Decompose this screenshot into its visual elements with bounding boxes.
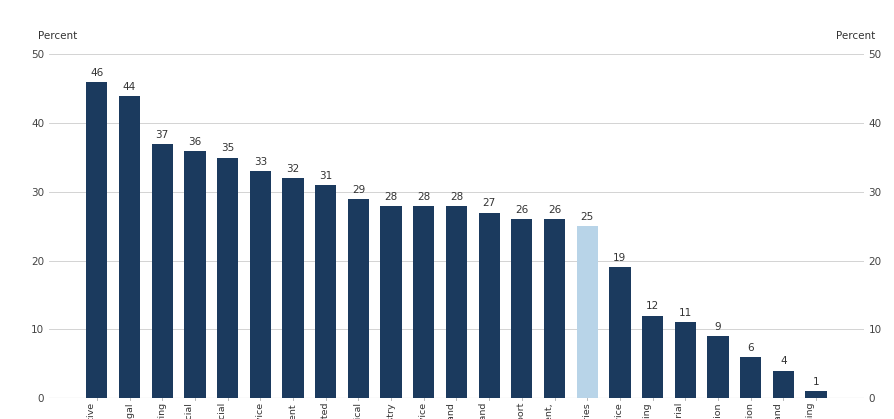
Text: 4: 4	[780, 357, 786, 367]
Text: 25: 25	[580, 212, 593, 222]
Bar	[283, 178, 303, 398]
Bar	[315, 185, 336, 398]
Text: 28: 28	[384, 191, 397, 202]
Bar	[249, 171, 271, 398]
Text: Percent: Percent	[38, 31, 77, 41]
Text: 27: 27	[482, 198, 495, 208]
Bar	[805, 391, 826, 398]
Text: 9: 9	[713, 322, 721, 332]
Text: 37: 37	[156, 129, 169, 140]
Bar	[348, 199, 368, 398]
Text: 19: 19	[612, 253, 626, 264]
Bar	[544, 220, 564, 398]
Text: 31: 31	[319, 171, 332, 181]
Bar	[609, 267, 629, 398]
Bar	[739, 357, 761, 398]
Bar	[119, 96, 140, 398]
Text: 11: 11	[678, 308, 691, 318]
Text: Percent: Percent	[835, 31, 874, 41]
Bar	[380, 206, 401, 398]
Bar	[184, 151, 206, 398]
Bar	[772, 370, 793, 398]
Bar	[674, 323, 696, 398]
Bar	[641, 316, 662, 398]
Bar	[576, 226, 597, 398]
Text: 1: 1	[812, 377, 818, 387]
Text: 36: 36	[188, 137, 201, 147]
Bar	[151, 144, 173, 398]
Text: 26: 26	[515, 205, 527, 215]
Bar	[86, 82, 107, 398]
Bar	[510, 220, 532, 398]
Text: 46: 46	[90, 68, 104, 78]
Text: Share of Industry Employment Exposed to Automation by AI: US: Share of Industry Employment Exposed to …	[207, 8, 687, 21]
Text: 28: 28	[450, 191, 462, 202]
Bar	[445, 206, 467, 398]
Text: 44: 44	[122, 82, 136, 92]
Text: 33: 33	[253, 157, 266, 167]
Text: 35: 35	[221, 143, 234, 153]
Text: 26: 26	[547, 205, 561, 215]
Bar	[706, 336, 728, 398]
Text: 6: 6	[746, 343, 753, 353]
Text: 32: 32	[286, 164, 299, 174]
Text: 28: 28	[417, 191, 430, 202]
Bar	[413, 206, 434, 398]
Text: 29: 29	[351, 185, 365, 195]
Text: 12: 12	[645, 301, 659, 311]
Bar	[216, 158, 238, 398]
Bar	[478, 212, 499, 398]
